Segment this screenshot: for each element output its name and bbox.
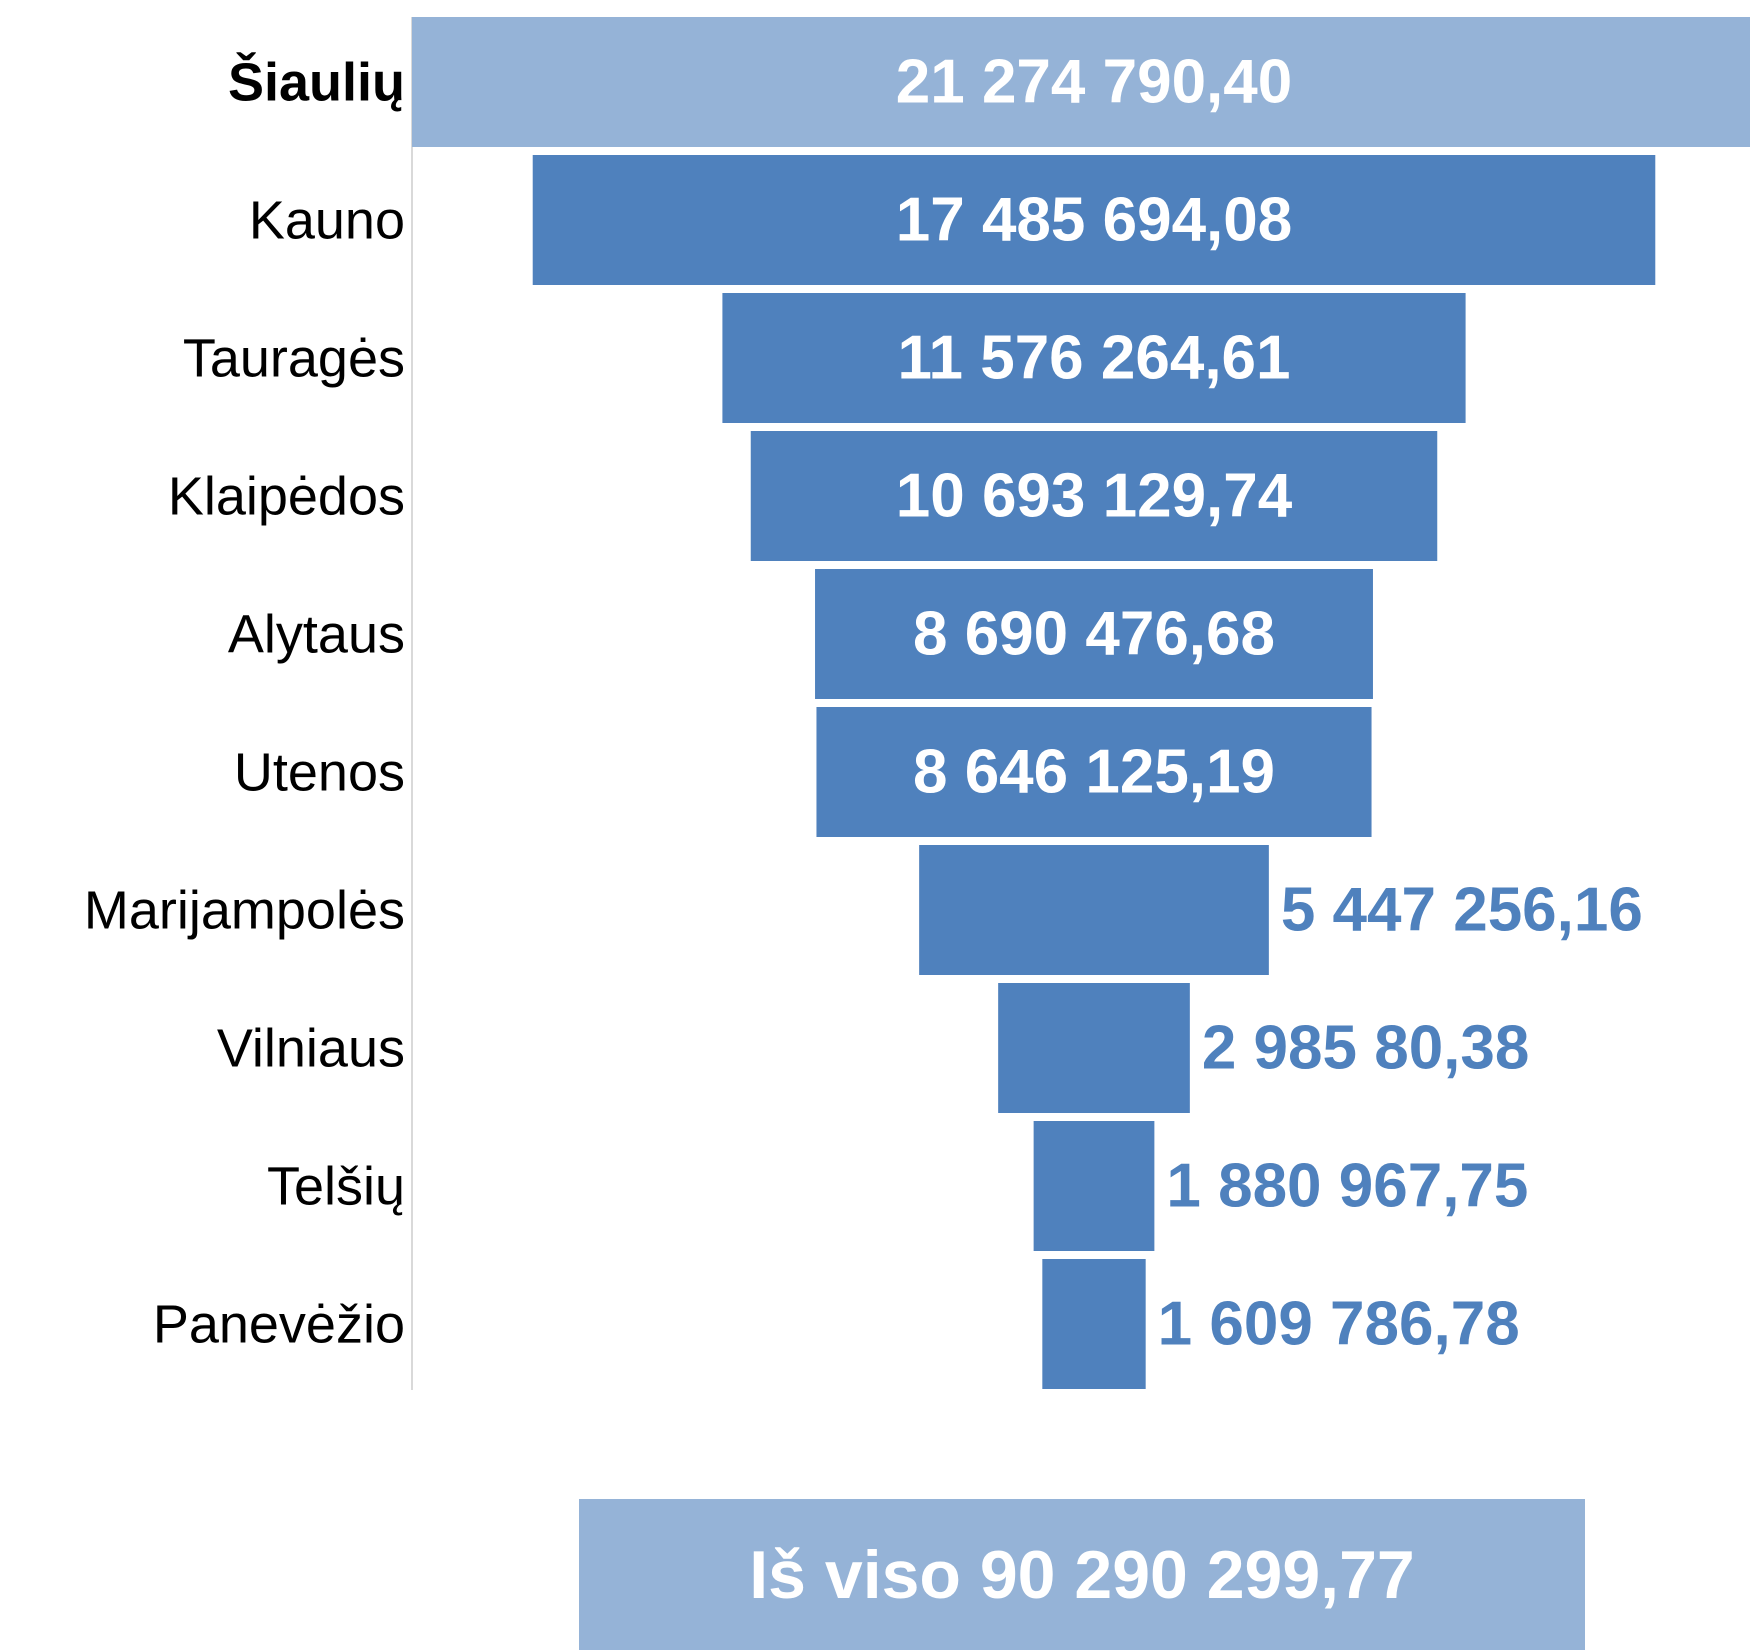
category-label: Alytaus bbox=[228, 604, 405, 664]
bar bbox=[532, 155, 1656, 285]
value-label: 8 646 125,19 bbox=[913, 737, 1275, 806]
funnel bbox=[412, 17, 1750, 1389]
value-label: 10 693 129,74 bbox=[896, 461, 1293, 530]
value-label: 5 447 256,16 bbox=[1281, 875, 1643, 944]
value-label: 21 274 790,40 bbox=[896, 47, 1293, 116]
bar bbox=[722, 293, 1466, 423]
bar bbox=[1033, 1121, 1155, 1251]
value-label: 1 609 786,78 bbox=[1158, 1289, 1520, 1358]
total-box bbox=[579, 1499, 1585, 1650]
category-label: Panevėžio bbox=[153, 1294, 405, 1354]
category-label: Telšių bbox=[267, 1156, 405, 1216]
bar bbox=[816, 707, 1372, 837]
value-label: 11 576 264,61 bbox=[897, 323, 1290, 392]
value-label: 2 985 80,38 bbox=[1202, 1013, 1530, 1082]
bar bbox=[998, 983, 1190, 1113]
bar bbox=[412, 17, 1750, 147]
category-label: Marijampolės bbox=[84, 880, 405, 940]
category-label: Šiaulių bbox=[228, 51, 405, 112]
category-label: Klaipėdos bbox=[168, 466, 405, 526]
total-label: Iš viso 90 290 299,77 bbox=[749, 1537, 1414, 1613]
category-label: Tauragės bbox=[183, 328, 405, 388]
bar bbox=[815, 569, 1373, 699]
category-label: Vilniaus bbox=[217, 1018, 405, 1078]
category-label: Kauno bbox=[249, 190, 405, 250]
value-label: 1 880 967,75 bbox=[1166, 1151, 1528, 1220]
value-label: 17 485 694,08 bbox=[896, 185, 1293, 254]
category-label: Utenos bbox=[234, 742, 405, 802]
bar bbox=[750, 431, 1438, 561]
value-label: 8 690 476,68 bbox=[913, 599, 1275, 668]
bar bbox=[919, 845, 1269, 975]
bar bbox=[1042, 1259, 1146, 1389]
